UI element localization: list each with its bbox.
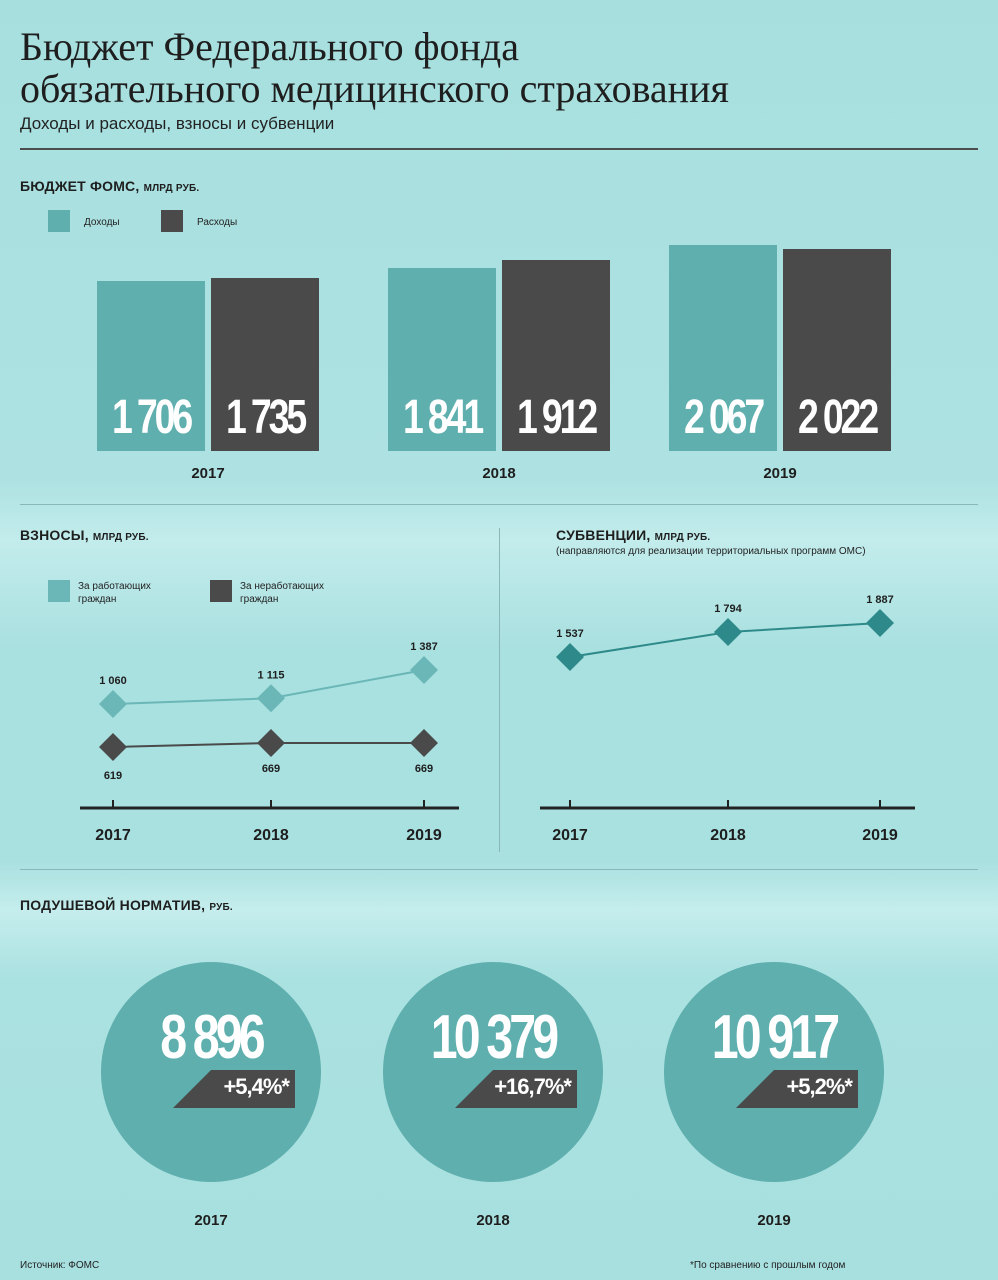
legend-nonworking-swatch	[210, 580, 232, 602]
badge-shape	[455, 1070, 577, 1108]
source-note: Источник: ФОМС	[20, 1260, 100, 1271]
subv-title: СУБВЕНЦИИ, МЛРД РУБ.	[556, 527, 711, 543]
legend-income-swatch	[48, 210, 70, 232]
bar-expense-2019: 2 022	[783, 249, 891, 451]
legend-working-label: За работающих граждан	[78, 581, 151, 605]
contrib-year-label: 2018	[253, 827, 289, 844]
working-value-label: 1 387	[410, 641, 438, 653]
line-charts: 2017 2018 2019 1 060 1 115 1 387 619 669 669 2017…	[80, 594, 915, 844]
bar-year-label: 2019	[763, 465, 797, 482]
contrib-year-label: 2017	[95, 827, 131, 844]
bar-income-2017: 1 706	[97, 281, 205, 451]
subv-note: (направляются для реализации территориал…	[556, 546, 866, 557]
percap-title: ПОДУШЕВОЙ НОРМАТИВ, РУБ.	[20, 897, 233, 913]
subv-year-label: 2019	[862, 827, 898, 844]
divider-2	[20, 869, 978, 870]
percap-circle-2019: 10 917 +5,2%*	[664, 962, 884, 1182]
working-value-label: 1 060	[99, 675, 127, 687]
percap-change-text: +16,7%*	[494, 1074, 572, 1099]
badge-shape	[736, 1070, 858, 1108]
bar-year-label: 2018	[482, 465, 516, 482]
divider-1	[20, 504, 978, 505]
divider-vertical	[499, 528, 500, 852]
subv-value-label: 1 537	[556, 628, 584, 640]
legend-expense-swatch	[161, 210, 183, 232]
legend-income-label: Доходы	[84, 217, 120, 228]
bar-value-label: 2 022	[797, 391, 879, 444]
subv-value-label: 1 887	[866, 594, 894, 606]
bar-value-label: 1 912	[516, 391, 598, 444]
bar-expense-2018: 1 912	[502, 260, 610, 451]
budget-title: БЮДЖЕТ ФОМС, МЛРД РУБ.	[20, 178, 200, 194]
nonworking-point	[99, 733, 127, 761]
bar-value-label: 1 735	[225, 391, 307, 444]
page-subtitle: Доходы и расходы, взносы и субвенции	[20, 114, 335, 133]
working-value-label: 1 115	[258, 669, 285, 681]
subv-year-label: 2018	[710, 827, 746, 844]
legend-expense-label: Расходы	[197, 217, 238, 228]
bar-value-label: 1 841	[402, 391, 484, 444]
working-point	[99, 690, 127, 718]
legend-working-swatch	[48, 580, 70, 602]
working-point	[257, 684, 285, 713]
header-divider	[20, 148, 978, 150]
percap-change-badge: +5,2%*	[736, 1070, 858, 1108]
subv-point	[866, 609, 894, 637]
contrib-title: ВЗНОСЫ, МЛРД РУБ.	[20, 527, 149, 543]
percap-year-label: 2017	[194, 1212, 228, 1229]
percap-circles: 8 896 +5,4%* 2017 10 379 +16,7%* 2018 10 917 +5…	[101, 962, 884, 1229]
budget-bar-chart: 1 706 1 735 2017 1 841 1 912 2018 2 067 2 022 20…	[0, 0, 998, 500]
percap-circle-2018: 10 379 +16,7%*	[383, 962, 603, 1182]
nonworking-point	[410, 729, 438, 757]
bar-income-2018: 1 841	[388, 268, 496, 451]
bar-year-label: 2017	[191, 465, 225, 482]
bar-income-2019: 2 067	[669, 245, 777, 451]
legend-nonworking-label: За неработающих граждан	[240, 581, 324, 605]
subv-point	[714, 618, 742, 647]
footnote: *По сравнению с прошлым годом	[690, 1260, 846, 1271]
bar-expense-2017: 1 735	[211, 278, 319, 451]
nonworking-value-label: 669	[262, 763, 280, 775]
percap-year-label: 2019	[757, 1212, 791, 1229]
percap-value: 8 896	[160, 1003, 265, 1072]
working-point	[410, 656, 438, 684]
percap-circle-2017: 8 896 +5,4%*	[101, 962, 321, 1182]
bar-value-label: 1 706	[111, 391, 193, 444]
percap-change-text: +5,4%*	[223, 1074, 290, 1099]
contrib-year-label: 2019	[406, 827, 442, 844]
percap-value: 10 917	[711, 1003, 840, 1072]
bar-value-label: 2 067	[683, 391, 765, 444]
nonworking-point	[257, 729, 285, 757]
nonworking-value-label: 669	[415, 763, 433, 775]
badge-shape	[173, 1070, 295, 1108]
subv-point	[556, 643, 584, 671]
percap-change-badge: +16,7%*	[455, 1070, 577, 1108]
percap-year-label: 2018	[476, 1212, 510, 1229]
page-title: Бюджет Федерального фонда обязательного …	[20, 24, 729, 111]
subv-value-label: 1 794	[714, 603, 742, 615]
percap-change-text: +5,2%*	[786, 1074, 853, 1099]
nonworking-value-label: 619	[104, 770, 122, 782]
subv-year-label: 2017	[552, 827, 588, 844]
percap-value: 10 379	[430, 1003, 559, 1072]
percap-change-badge: +5,4%*	[173, 1070, 295, 1108]
